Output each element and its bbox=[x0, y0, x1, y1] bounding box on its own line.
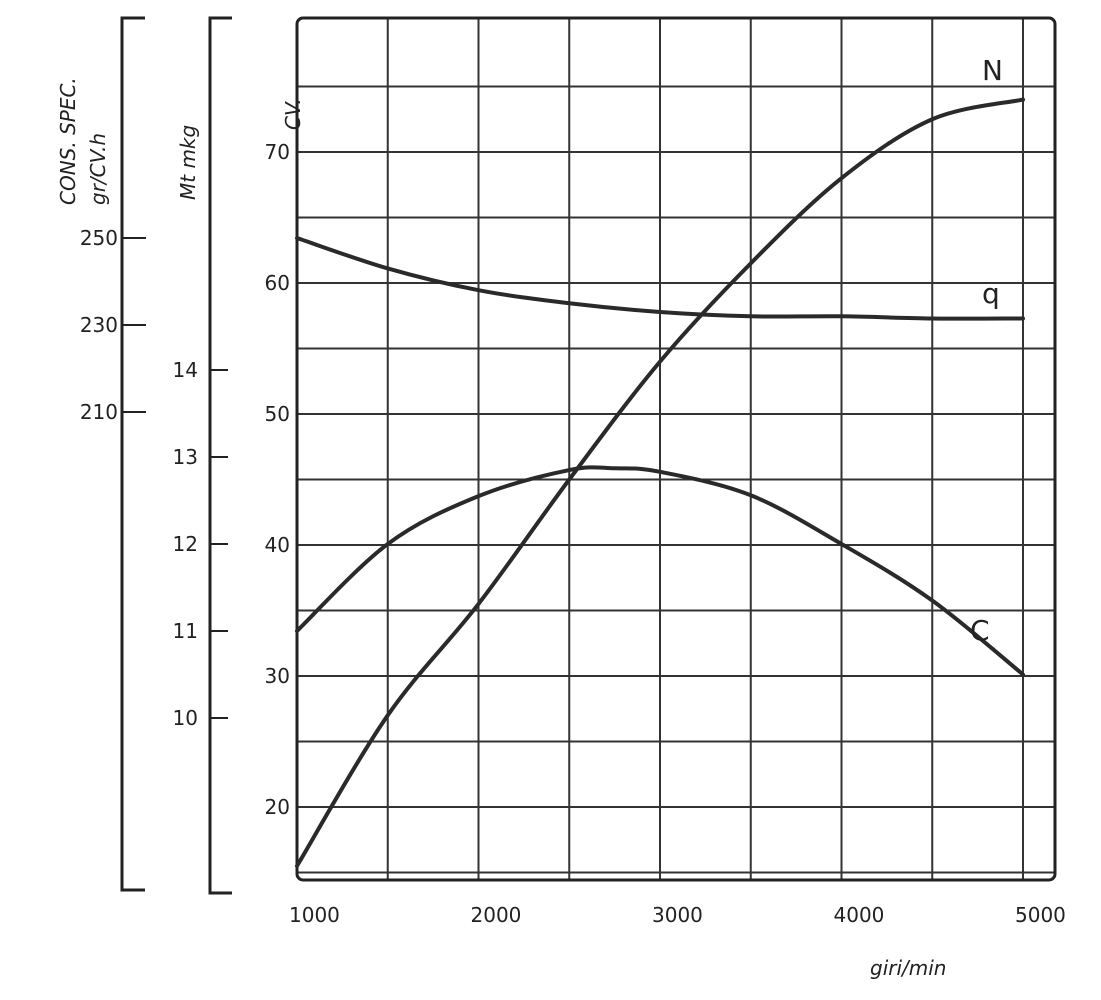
cv-tick-label: 70 bbox=[265, 140, 290, 164]
q-tick-label: 210 bbox=[80, 400, 118, 424]
cv-tick-label: 40 bbox=[265, 533, 290, 557]
mt-tick-label: 12 bbox=[173, 532, 198, 556]
q-axis-label-1: CONS. SPEC. bbox=[56, 77, 80, 205]
q-axis-line bbox=[120, 16, 145, 892]
mt-tick-label: 13 bbox=[173, 445, 198, 469]
plot-frame bbox=[295, 16, 1057, 882]
x-tick-label: 3000 bbox=[652, 903, 703, 927]
mt-tick-label: 11 bbox=[173, 619, 198, 643]
cv-tick-label: 60 bbox=[265, 271, 290, 295]
curves: Nq C bbox=[295, 54, 1025, 868]
curve-label-q: q bbox=[982, 277, 1000, 310]
x-tick-label: 1000 bbox=[289, 903, 340, 927]
x-tick-label: 2000 bbox=[471, 903, 522, 927]
cv-axis-label: CV. bbox=[281, 98, 305, 130]
cv-tick-label: 20 bbox=[265, 795, 290, 819]
curve-label-N: N bbox=[982, 54, 1003, 87]
cv-tick-label: 50 bbox=[265, 402, 290, 426]
curve-N bbox=[295, 97, 1025, 868]
mt-axis-label: Mt mkg bbox=[176, 125, 200, 200]
mt-tick-label: 14 bbox=[173, 358, 198, 382]
curve-label-C: C bbox=[970, 614, 990, 647]
mt-tick-label: 10 bbox=[173, 706, 198, 730]
q-tick-label: 250 bbox=[80, 226, 118, 250]
grid bbox=[295, 16, 1057, 882]
axes: 1000 2000 3000 4000 5000 20 30 40 50 60 70 10 11 12 13… bbox=[80, 16, 1066, 927]
x-axis-label: giri/min bbox=[870, 956, 946, 980]
cv-tick-label: 30 bbox=[265, 664, 290, 688]
curve-C bbox=[295, 465, 1025, 677]
q-tick-label: 230 bbox=[80, 313, 118, 337]
q-axis-label-2: gr/CV.h bbox=[86, 133, 110, 205]
curve-q bbox=[295, 236, 1025, 321]
x-tick-label: 5000 bbox=[1015, 903, 1066, 927]
x-tick-label: 4000 bbox=[834, 903, 885, 927]
mt-axis-line bbox=[208, 16, 232, 895]
